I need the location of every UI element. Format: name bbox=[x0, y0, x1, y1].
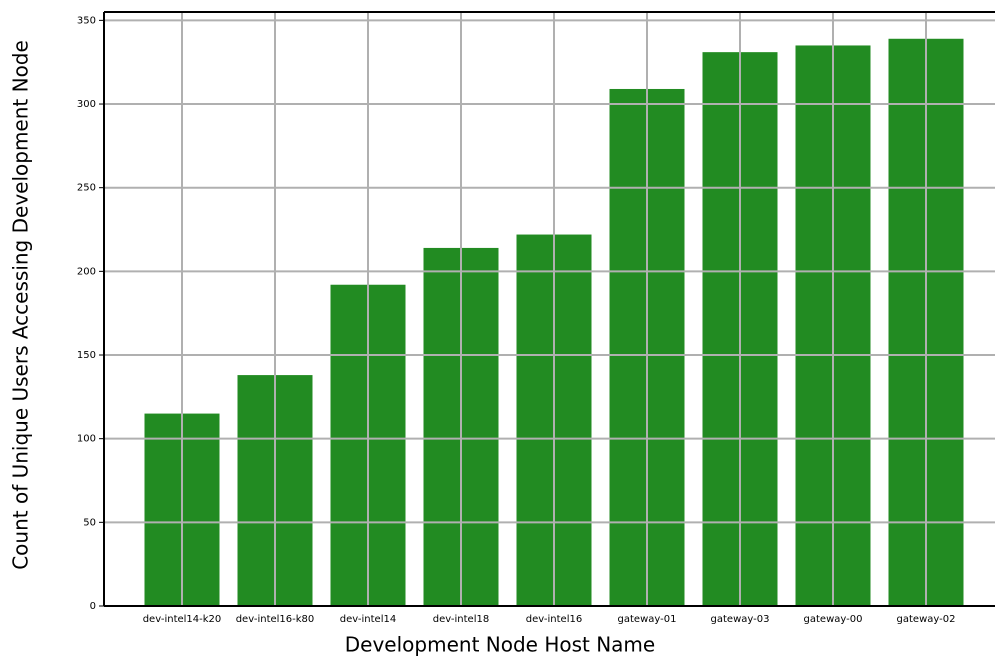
y-tick-label: 50 bbox=[83, 517, 96, 528]
y-tick-label: 150 bbox=[77, 350, 96, 361]
x-tick-label: gateway-01 bbox=[618, 614, 677, 625]
x-tick-label: dev-intel16 bbox=[526, 614, 582, 625]
y-tick-label: 0 bbox=[90, 601, 96, 612]
y-tick-label: 300 bbox=[77, 99, 96, 110]
x-tick-label: dev-intel14 bbox=[340, 614, 396, 625]
x-tick-label: dev-intel16-k80 bbox=[236, 614, 315, 625]
y-tick-label: 200 bbox=[77, 266, 96, 277]
y-tick-label: 100 bbox=[77, 434, 96, 445]
x-tick-label: gateway-02 bbox=[897, 614, 956, 625]
y-axis-label: Count of Unique Users Accessing Developm… bbox=[9, 40, 33, 570]
y-tick-label: 250 bbox=[77, 183, 96, 194]
x-tick-label: gateway-03 bbox=[711, 614, 770, 625]
x-tick-label: dev-intel14-k20 bbox=[143, 614, 222, 625]
x-tick-label: dev-intel18 bbox=[433, 614, 489, 625]
x-tick-label: gateway-00 bbox=[804, 614, 863, 625]
x-axis-label: Development Node Host Name bbox=[345, 633, 655, 657]
y-tick-label: 350 bbox=[77, 15, 96, 26]
